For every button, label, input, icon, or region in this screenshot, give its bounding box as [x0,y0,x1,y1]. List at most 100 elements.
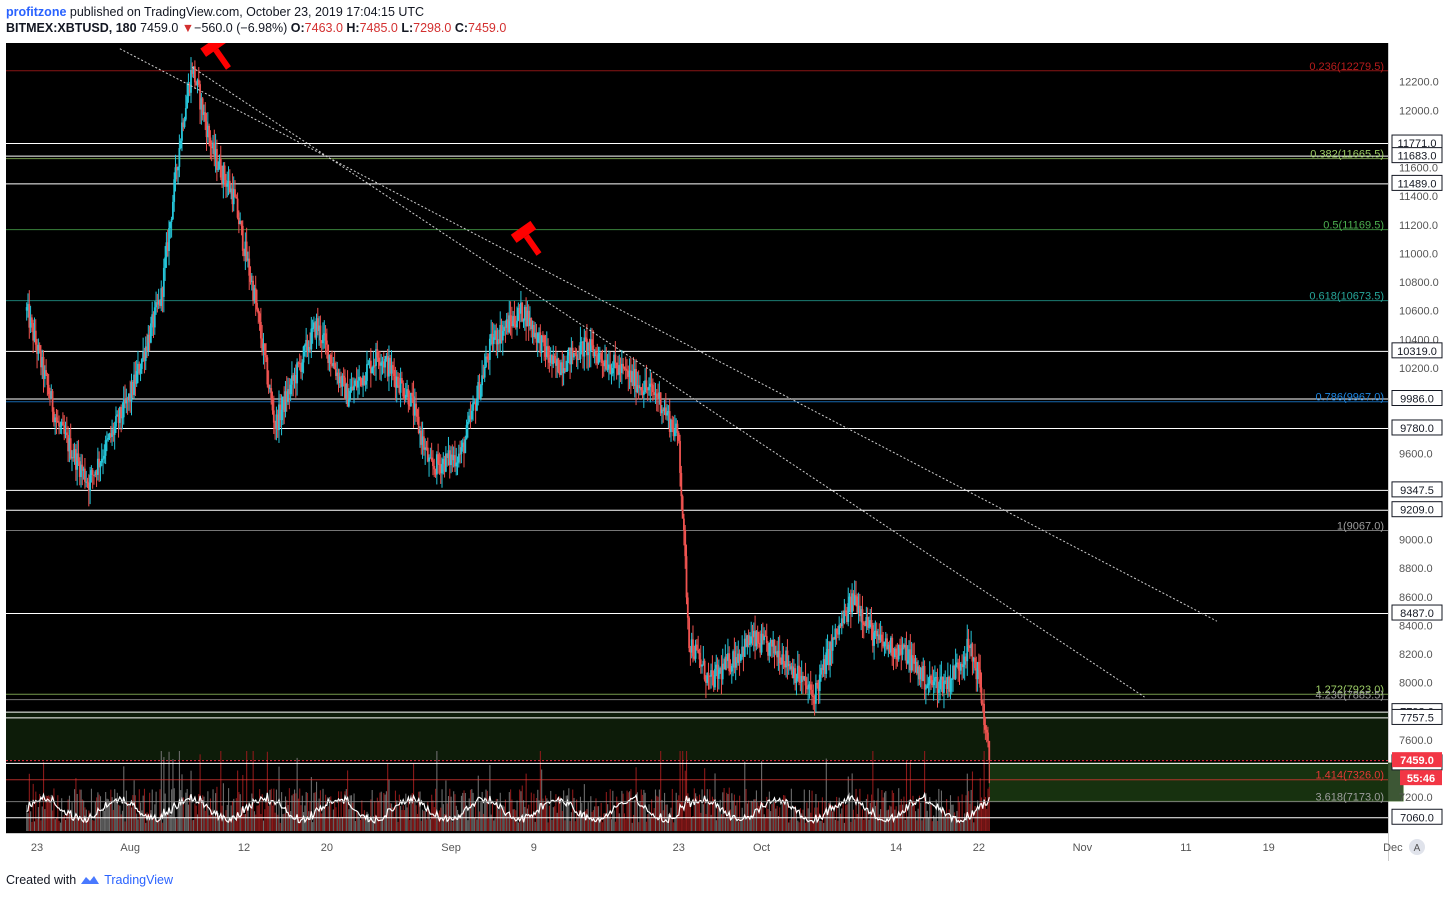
level-price-tag[interactable] [1391,481,1443,498]
candle-body [72,457,75,459]
candle-body [162,267,165,297]
volume-bar [116,792,118,831]
candle-body [447,450,450,458]
volume-bar [891,790,893,831]
volume-bar [106,798,108,831]
candle-body [280,409,283,421]
plot-background[interactable] [6,43,1388,833]
level-price-tag[interactable] [1391,342,1443,359]
volume-bar [494,818,496,831]
candle-body [651,384,654,393]
chart-frame[interactable]: 0.236(12279.5) 0.382(11665.5) 0.5(11169.5)… [6,43,1448,861]
candle-body [256,302,258,310]
candle-body [869,620,872,627]
volume-bar [203,796,205,831]
published-text: published on TradingView.com, October 23… [69,5,425,19]
volume-bar [647,814,649,831]
candle-body [702,660,705,665]
candle-body [417,416,420,434]
candle-body [655,393,658,398]
volume-bar [318,798,320,831]
candle-body [763,635,766,641]
candle-body [170,219,173,222]
volume-bar [407,799,409,831]
candle-body [835,628,838,634]
volume-bar [675,792,677,831]
volume-bar [295,793,297,831]
level-price-tag[interactable] [1391,501,1443,518]
candle-body [972,657,975,662]
volume-bar [244,813,246,831]
volume-bar [367,813,369,831]
candle-body [349,391,352,399]
candle-body [359,376,362,379]
candle-body [905,645,908,664]
author-link[interactable]: profitzone [6,5,67,19]
candle-body [428,457,430,462]
price-tick-label: 10200.0 [1399,363,1439,375]
volume-bar [631,822,633,831]
level-price-tag[interactable] [1391,708,1443,725]
candle-body [384,358,386,368]
volume-bar [359,819,362,831]
time-axis-background[interactable] [6,833,1388,861]
candle-body [196,79,199,86]
level-price-tag[interactable] [1391,147,1443,164]
volume-bar [376,797,378,831]
level-price-tag[interactable] [1391,604,1443,621]
candle-body [752,630,755,637]
volume-bar [67,799,69,831]
candle-body [966,638,969,662]
level-price-tag[interactable] [1391,390,1443,406]
candle-body [261,338,264,352]
volume-bar [202,795,204,831]
level-price-tag[interactable] [1391,419,1443,436]
level-price-tag[interactable] [1391,808,1443,825]
volume-bar [363,810,365,831]
volume-bar [378,800,380,831]
volume-bar [50,794,52,831]
candle-body [684,529,687,557]
candle-body [332,363,335,366]
volume-bar [33,821,36,831]
candle-body [799,681,802,683]
volume-bar [279,822,281,831]
candle-body [314,322,317,338]
volume-bar [418,791,420,831]
candle-body [781,654,784,665]
candle-body [525,306,527,327]
symbol-label[interactable]: BITMEX:XBTUSD, 180 [6,21,137,35]
candle-body [247,258,249,261]
candle-body [605,360,608,370]
volume-bar [165,811,168,831]
volume-bar [957,796,959,831]
volume-bar [150,810,152,831]
candle-body [680,472,683,497]
level-price-tag[interactable] [1391,174,1443,191]
volume-bar [625,819,627,831]
candle-body [171,201,174,220]
volume-bar [726,792,728,831]
tradingview-link[interactable]: TradingView [104,873,173,887]
candle-body [904,645,907,648]
volume-bar [163,757,165,831]
volume-bar [908,800,910,831]
candle-body [892,656,895,658]
candle-body [706,672,709,683]
auto-scale-button[interactable] [1409,839,1425,855]
volume-bar [670,807,672,831]
volume-bar [365,815,367,831]
volume-bar [393,817,395,831]
price-chart[interactable]: 0.236(12279.5) 0.382(11665.5) 0.5(11169.5)… [6,43,1448,861]
volume-bar [613,810,615,831]
volume-bar [397,821,399,831]
candle-body [455,462,458,467]
volume-bar [544,795,547,831]
candle-body [917,666,919,674]
candle-body [292,375,295,381]
candle-body [615,362,618,369]
candle-body [113,426,116,435]
candle-body [659,392,662,414]
candle-body [786,650,789,667]
candle-body [43,370,46,379]
